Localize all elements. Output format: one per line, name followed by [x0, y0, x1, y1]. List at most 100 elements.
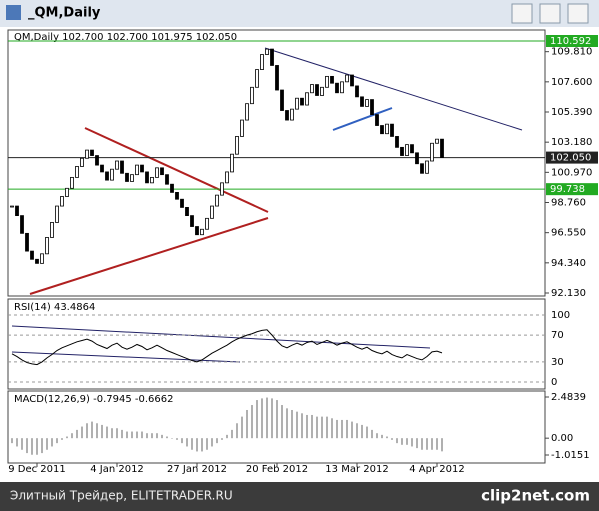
macd-bar [261, 398, 263, 439]
candle [410, 144, 414, 154]
candle [350, 74, 354, 87]
candle [245, 103, 249, 121]
macd-bar [226, 434, 228, 439]
macd-bar [236, 423, 238, 439]
candle [20, 215, 24, 234]
macd-bar [21, 438, 23, 450]
candle [440, 138, 444, 158]
macd-bar [41, 438, 43, 454]
trend-line [264, 47, 523, 131]
macd-bar [321, 416, 323, 439]
y-tick-label: 107.600 [551, 77, 592, 88]
candle [210, 205, 214, 219]
maximize-button[interactable] [539, 3, 561, 24]
macd-bar [291, 409, 293, 439]
macd-bar [56, 438, 58, 444]
x-tick-label: 4 Jan 2012 [90, 464, 144, 475]
macd-bar [336, 419, 338, 439]
macd-bar [301, 413, 303, 439]
macd-bar [411, 438, 413, 447]
macd-bar [436, 438, 438, 450]
candle [115, 160, 119, 170]
macd-bar [286, 408, 288, 439]
candle [85, 149, 89, 159]
macd-bar [166, 436, 168, 439]
macd-bar [206, 438, 208, 450]
y-tick-label: -1.0151 [551, 450, 590, 461]
candle [135, 164, 139, 176]
minimize-button[interactable] [511, 3, 533, 24]
macd-bar [406, 438, 408, 445]
candle [235, 136, 239, 155]
macd-bar [91, 421, 93, 439]
macd-bar [271, 398, 273, 439]
candle [360, 96, 364, 107]
candle [170, 183, 174, 193]
candle [145, 171, 149, 184]
y-tick-label: 92.130 [551, 288, 586, 299]
y-tick-label: 70 [551, 330, 564, 341]
x-tick-label: 4 Apr 2012 [409, 464, 464, 475]
macd-bar [81, 426, 83, 439]
close-button[interactable] [567, 3, 589, 24]
level-box [546, 183, 598, 196]
candle [65, 187, 69, 197]
y-tick-label: 100 [551, 310, 570, 321]
macd-bar [296, 411, 298, 439]
main-panel [7, 29, 546, 297]
trend-line [332, 107, 393, 131]
macd-bar [441, 438, 443, 452]
level-box [546, 35, 598, 47]
candle [125, 172, 129, 182]
macd-bar [131, 431, 133, 439]
macd-bar [141, 431, 143, 439]
macd-bar [51, 438, 53, 447]
candle [100, 164, 104, 173]
candle [430, 142, 434, 162]
candle [220, 182, 224, 196]
candle [345, 74, 349, 83]
macd-bar [311, 414, 313, 439]
macd-bar [276, 400, 278, 439]
macd-bar [316, 416, 318, 439]
candle [405, 144, 409, 156]
trend-line [29, 217, 269, 295]
macd-bar [231, 429, 233, 439]
candle [310, 84, 314, 94]
macd-bar [331, 418, 333, 439]
macd-bar [26, 438, 28, 454]
candle [415, 152, 419, 165]
candle [80, 157, 84, 167]
candle [250, 86, 254, 105]
y-tick-label: 2.4839 [551, 392, 586, 403]
candle [280, 89, 284, 111]
candle [265, 48, 269, 55]
y-tick-label: 105.390 [551, 107, 592, 118]
macd-bar [171, 438, 173, 439]
candle [270, 48, 274, 66]
candle [90, 149, 94, 156]
macd-bar [326, 416, 328, 439]
y-tick-label: 96.550 [551, 228, 586, 239]
macd-bar [431, 438, 433, 450]
macd-bar [186, 438, 188, 447]
candle [420, 163, 424, 174]
y-tick-label: 98.760 [551, 198, 586, 209]
macd-bar [11, 438, 13, 444]
rsi-line [11, 329, 443, 366]
rsi-trend-line [11, 325, 431, 349]
macd-bar [361, 424, 363, 439]
chart-title: QM,Daily 102.700 102.700 101.975 102.050 [14, 32, 237, 43]
title-bar [0, 0, 599, 27]
macd-bar [376, 433, 378, 439]
x-tick-label: 13 Mar 2012 [325, 464, 388, 475]
macd-bar [386, 436, 388, 439]
macd-bar [251, 405, 253, 439]
candle [215, 194, 219, 207]
macd-bar [371, 429, 373, 439]
macd-bar [221, 438, 223, 440]
footer-left: Элитный Трейдер, ELITETRADER.RU [10, 489, 233, 503]
trend-line [84, 127, 269, 213]
macd-bar [396, 438, 398, 444]
